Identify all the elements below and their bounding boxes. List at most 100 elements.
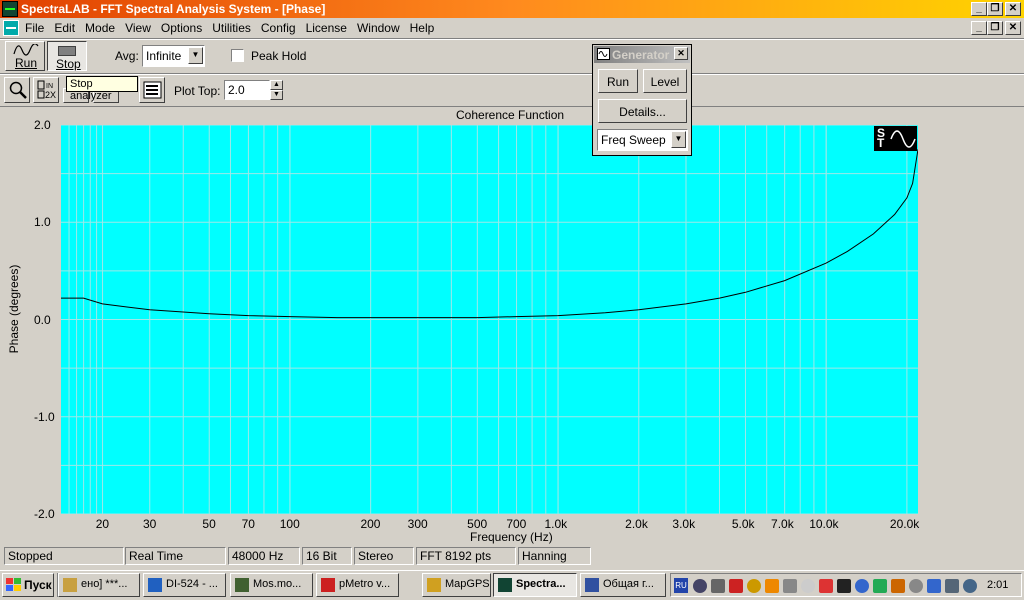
divider bbox=[57, 573, 58, 597]
taskbar-button[interactable]: ено] ***... bbox=[58, 573, 140, 597]
generator-level-button[interactable]: Level bbox=[643, 69, 687, 93]
plot-top-input[interactable]: 2.0 bbox=[224, 80, 270, 100]
app-icon bbox=[585, 578, 599, 592]
minimize-button[interactable]: _ bbox=[971, 2, 987, 16]
menu-item-edit[interactable]: Edit bbox=[54, 21, 76, 35]
generator-window: Generator ✕ Run Level Details... Freq Sw… bbox=[592, 44, 692, 156]
document-icon[interactable] bbox=[3, 20, 19, 36]
generator-icon bbox=[597, 48, 610, 60]
taskbar-button[interactable]: Spectra... bbox=[493, 573, 577, 597]
windows-logo-icon bbox=[6, 578, 21, 591]
tray-icon[interactable] bbox=[891, 579, 905, 593]
tray-icon[interactable] bbox=[837, 579, 851, 593]
taskbar-button[interactable]: MapGPS ... bbox=[422, 573, 491, 597]
menu-item-license[interactable]: License bbox=[305, 21, 347, 35]
tray-icon[interactable] bbox=[909, 579, 923, 593]
plot-area[interactable]: ST bbox=[61, 125, 918, 514]
start-button[interactable]: Пуск bbox=[2, 573, 54, 597]
divider bbox=[0, 106, 1024, 107]
x-tick-label: 700 bbox=[506, 517, 527, 531]
tray-icon[interactable] bbox=[963, 579, 977, 593]
phase-chart bbox=[61, 125, 918, 514]
zoom-button[interactable] bbox=[4, 77, 30, 103]
tray-icon[interactable] bbox=[711, 579, 725, 593]
status-cell: Hanning bbox=[518, 547, 591, 565]
taskbar-button[interactable]: Mos.mo... bbox=[230, 573, 313, 597]
menu-item-window[interactable]: Window bbox=[356, 21, 400, 35]
tray-icon[interactable] bbox=[801, 579, 815, 593]
y-tick-label: -1.0 bbox=[34, 409, 55, 424]
generator-details-button[interactable]: Details... bbox=[598, 99, 687, 123]
y-tick-label: -2.0 bbox=[34, 507, 55, 521]
x-tick-label: 7.0k bbox=[771, 517, 794, 531]
taskbar-button[interactable]: Общая г... bbox=[580, 573, 666, 597]
spin-up-button[interactable]: ▲ bbox=[270, 80, 283, 90]
y-axis-title: Phase (degrees) bbox=[7, 264, 21, 354]
x-tick-label: 20 bbox=[95, 517, 110, 531]
tray-icon[interactable] bbox=[945, 579, 959, 593]
taskbar-button[interactable]: pMetro v... bbox=[316, 573, 399, 597]
doc-minimize-button[interactable]: _ bbox=[971, 21, 987, 35]
menu-item-view[interactable]: View bbox=[125, 21, 151, 35]
stop-label: Stop bbox=[56, 57, 81, 71]
tray-icon[interactable] bbox=[693, 579, 707, 593]
app-icon bbox=[2, 1, 18, 17]
sine-logo-icon bbox=[890, 130, 916, 148]
chevron-down-icon[interactable]: ▼ bbox=[188, 47, 203, 64]
stop-button[interactable]: Stop bbox=[47, 41, 87, 71]
settings-list-icon bbox=[143, 81, 162, 99]
close-button[interactable]: ✕ bbox=[1005, 2, 1021, 16]
app-icon bbox=[148, 578, 162, 592]
taskbar-button-label: Spectra... bbox=[516, 578, 566, 590]
y-tick-label: 1.0 bbox=[34, 215, 51, 230]
taskbar-button-label: ено] ***... bbox=[81, 578, 128, 590]
zoom-in-button[interactable]: 2X IN bbox=[33, 77, 59, 103]
menu-item-mode[interactable]: Mode bbox=[85, 21, 116, 35]
app-icon bbox=[63, 578, 77, 592]
run-button[interactable]: Run bbox=[5, 41, 45, 71]
tray-icon[interactable] bbox=[783, 579, 797, 593]
app-icon bbox=[498, 578, 512, 592]
tray-icon[interactable] bbox=[765, 579, 779, 593]
doc-close-button[interactable]: ✕ bbox=[1005, 21, 1021, 35]
generator-mode-select[interactable]: Freq Sweep ▼ bbox=[597, 129, 688, 151]
doc-restore-button[interactable]: ❐ bbox=[987, 21, 1003, 35]
divider bbox=[0, 74, 1024, 75]
menu-item-config[interactable]: Config bbox=[260, 21, 296, 35]
spin-down-button[interactable]: ▼ bbox=[270, 90, 283, 100]
chevron-down-icon[interactable]: ▼ bbox=[671, 131, 686, 148]
tray-icon[interactable] bbox=[819, 579, 833, 593]
generator-run-button[interactable]: Run bbox=[598, 69, 638, 93]
taskbar-button[interactable]: DI-524 - ... bbox=[143, 573, 226, 597]
taskbar-button-label: Общая г... bbox=[603, 578, 654, 590]
tray-icon[interactable] bbox=[927, 579, 941, 593]
tray-icon[interactable] bbox=[855, 579, 869, 593]
x-tick-label: 5.0k bbox=[731, 517, 755, 531]
x-axis-title: Frequency (Hz) bbox=[470, 530, 553, 544]
clock: 2:01 bbox=[987, 579, 1009, 591]
x-tick-label: 2.0k bbox=[625, 517, 648, 531]
app-icon bbox=[235, 578, 249, 592]
peak-hold-checkbox[interactable] bbox=[231, 49, 244, 62]
language-indicator[interactable]: RU bbox=[674, 578, 688, 593]
svg-text:IN: IN bbox=[46, 83, 53, 90]
restore-button[interactable]: ❐ bbox=[987, 2, 1003, 16]
run-label: Run bbox=[15, 56, 38, 70]
menu-item-options[interactable]: Options bbox=[160, 21, 203, 35]
menu-item-utilities[interactable]: Utilities bbox=[212, 21, 251, 35]
menu-item-help[interactable]: Help bbox=[409, 21, 435, 35]
generator-titlebar[interactable]: Generator ✕ bbox=[594, 46, 690, 63]
properties-button[interactable] bbox=[139, 77, 165, 103]
x-tick-label: 300 bbox=[407, 517, 428, 531]
menu-item-file[interactable]: File bbox=[25, 21, 45, 35]
generator-close-button[interactable]: ✕ bbox=[674, 47, 688, 60]
tray-icon[interactable] bbox=[873, 579, 887, 593]
tray-icon[interactable] bbox=[729, 579, 743, 593]
status-cell: Stopped bbox=[4, 547, 124, 565]
tray-icon[interactable] bbox=[747, 579, 761, 593]
system-tray: RU 2:01 bbox=[670, 573, 1022, 597]
sine-wave-icon bbox=[13, 44, 39, 56]
avg-select[interactable]: Infinite ▼ bbox=[142, 45, 205, 67]
window-title: SpectraLAB - FFT Spectral Analysis Syste… bbox=[21, 2, 326, 16]
